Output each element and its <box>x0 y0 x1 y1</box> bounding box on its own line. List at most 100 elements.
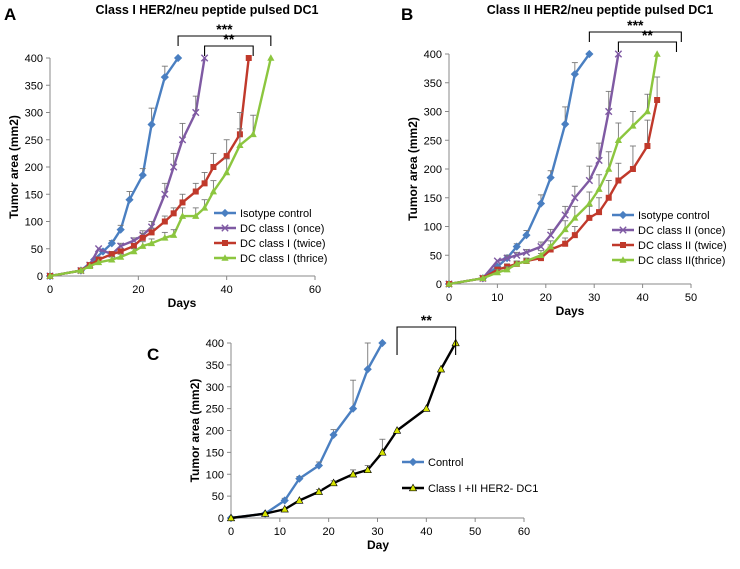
legend-swatch-marker <box>221 254 229 261</box>
data-point <box>314 487 324 495</box>
data-point <box>493 268 501 276</box>
panel-letter: C <box>147 345 159 364</box>
bracket-line <box>204 45 254 56</box>
data-point <box>169 163 178 171</box>
data-point <box>363 465 372 473</box>
y-tick-label: 400 <box>206 338 224 350</box>
legend: Isotype control DC class I (once) DC class… <box>214 208 327 265</box>
y-axis-label: Tumor area (mm2) <box>188 379 202 483</box>
panel-letter: A <box>4 5 16 24</box>
data-point <box>147 223 156 231</box>
y-axis-label: Tumor area (mm2) <box>7 115 21 219</box>
x-tick-label: 0 <box>446 292 452 304</box>
y-tick-label: 400 <box>424 49 442 61</box>
data-point <box>614 50 623 58</box>
x-tick-label: 20 <box>323 526 335 538</box>
data-point <box>116 242 125 250</box>
y-tick-label: 250 <box>25 135 43 147</box>
significance-label: ** <box>223 31 234 47</box>
data-point <box>130 247 138 255</box>
data-point <box>178 212 187 219</box>
data-point <box>161 190 169 198</box>
data-point <box>422 404 431 412</box>
significance-label: ** <box>642 27 653 43</box>
series-1 <box>445 50 623 288</box>
y-tick-label: 0 <box>436 279 442 291</box>
data-point <box>107 239 116 248</box>
chart-title: Class I HER2/neu peptide pulsed DC1 <box>96 3 319 17</box>
series-line <box>448 53 620 286</box>
data-point <box>479 274 487 282</box>
x-tick-label: 60 <box>518 526 530 538</box>
data-point <box>161 234 169 241</box>
significance-bracket: *** <box>177 21 272 46</box>
panel-a: A Class I HER2/neu peptide pulsed DC1 0 50 1… <box>4 3 327 310</box>
y-tick-label: 100 <box>206 469 224 481</box>
legend-label: Control <box>428 457 463 469</box>
bracket-line <box>177 35 272 46</box>
data-point <box>94 245 103 253</box>
series-0 <box>226 338 387 523</box>
y-tick-label: 50 <box>430 250 442 262</box>
series-1 <box>46 54 209 280</box>
legend-label: Isotype control <box>240 208 312 220</box>
panel-b: B Class II HER2/neu peptide pulsed DC1 0 50… <box>401 3 727 318</box>
series-line <box>49 57 206 278</box>
data-point <box>436 364 446 373</box>
data-point <box>117 253 125 260</box>
legend-swatch-marker <box>618 210 628 220</box>
data-point <box>570 70 579 79</box>
y-tick-label: 200 <box>206 426 224 438</box>
data-point <box>295 474 304 483</box>
y-tick-label: 250 <box>206 404 224 416</box>
data-point <box>561 120 570 129</box>
significance-bracket: ** <box>617 27 678 52</box>
series-3 <box>445 50 661 287</box>
data-point <box>605 107 613 116</box>
series-2 <box>47 55 252 279</box>
data-point <box>200 54 209 62</box>
legend-label: DC class I (thrice) <box>240 253 327 265</box>
significance-bracket: ** <box>396 312 457 355</box>
data-point <box>614 136 622 144</box>
y-tick-label: 0 <box>218 513 224 525</box>
y-tick-label: 300 <box>206 382 224 394</box>
y-tick-label: 50 <box>31 244 43 256</box>
data-point <box>173 53 183 63</box>
data-point <box>223 168 231 176</box>
data-point <box>139 234 146 241</box>
legend-swatch-marker <box>222 240 228 246</box>
significance-label: *** <box>627 17 644 33</box>
data-point <box>348 404 358 413</box>
data-point <box>170 210 177 217</box>
data-point <box>201 180 208 187</box>
data-point <box>147 120 156 129</box>
data-point <box>571 214 579 221</box>
series-line <box>448 99 659 286</box>
data-point <box>605 194 612 201</box>
data-point <box>522 248 531 257</box>
y-tick-label: 400 <box>25 53 43 65</box>
data-point <box>586 214 593 221</box>
data-point <box>493 257 502 265</box>
x-tick-label: 50 <box>685 292 697 304</box>
data-point <box>546 173 555 182</box>
data-point <box>148 229 155 236</box>
x-tick-label: 20 <box>132 284 144 296</box>
x-tick-label: 30 <box>588 292 600 304</box>
data-point <box>513 260 521 267</box>
significance-label: ** <box>421 312 432 328</box>
panel-c: C 0 50 100 150 200 250 300 350 400 0 10 20 30 40 50 60 Da… <box>147 312 538 552</box>
legend-label: DC class I (once) <box>240 223 324 235</box>
legend-label: DC class II (twice) <box>638 240 727 252</box>
significance-label: *** <box>216 21 233 37</box>
data-point <box>178 136 187 144</box>
series-line <box>230 342 457 520</box>
legend-swatch-marker <box>408 457 418 467</box>
x-tick-label: 20 <box>540 292 552 304</box>
data-point <box>192 212 200 219</box>
data-point <box>512 242 521 251</box>
data-point <box>561 211 569 219</box>
data-point <box>585 49 594 59</box>
x-tick-label: 30 <box>371 526 383 538</box>
